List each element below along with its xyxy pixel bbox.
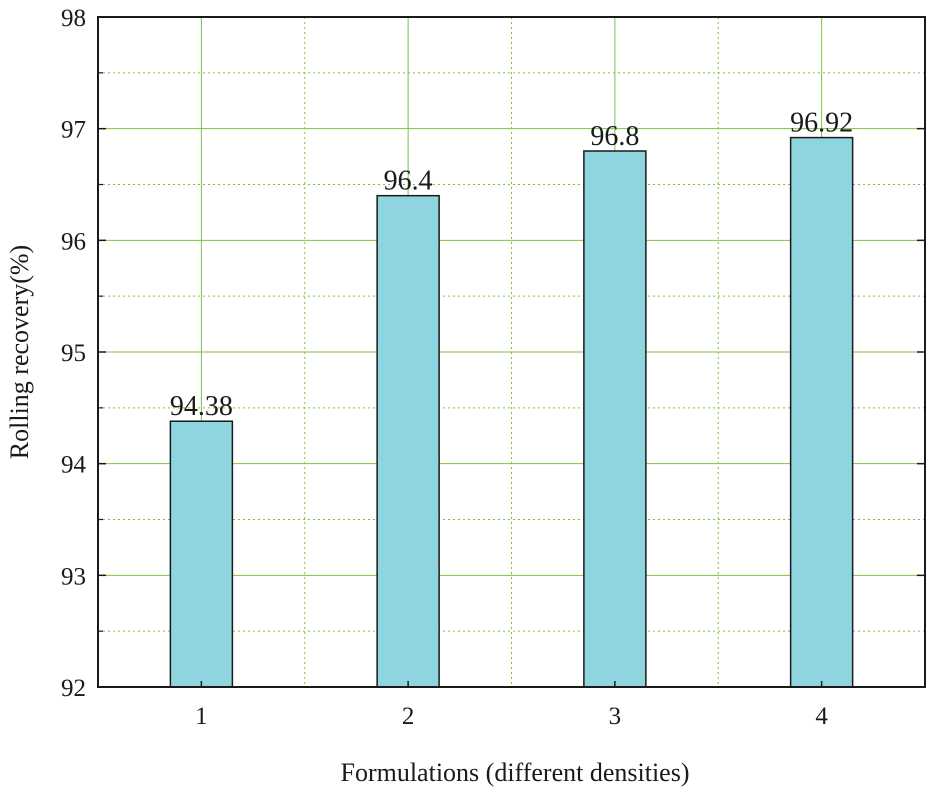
x-tick-label: 1 <box>195 703 208 730</box>
data-label: 96.92 <box>790 108 853 139</box>
plot-frame <box>97 16 926 688</box>
bar-formulation-2 <box>376 194 440 688</box>
y-tick-label: 93 <box>61 563 86 590</box>
x-tick-label: 3 <box>609 703 622 730</box>
x-tick-label: 4 <box>815 703 828 730</box>
y-tick-label: 96 <box>61 228 86 255</box>
x-tick-label: 2 <box>402 703 415 730</box>
bar-formulation-1 <box>169 420 234 688</box>
data-label: 96.8 <box>590 121 639 152</box>
bar-formulation-3 <box>583 150 647 688</box>
bars <box>169 136 854 688</box>
data-label: 94.38 <box>170 391 233 422</box>
y-tick-label: 98 <box>61 5 86 32</box>
y-axis-title: Rolling recovery(%) <box>5 245 34 459</box>
x-axis-title: Formulations (different densities) <box>340 758 689 787</box>
y-tick-label: 95 <box>61 340 86 367</box>
axes: 1 2 3 4 92 93 94 95 96 97 98 <box>61 5 926 730</box>
y-tick-label: 92 <box>61 675 86 702</box>
bar-formulation-4 <box>789 136 854 688</box>
data-label: 96.4 <box>384 166 433 197</box>
y-tick-label: 94 <box>61 452 87 479</box>
data-labels: 94.38 96.4 96.8 96.92 <box>170 108 853 423</box>
y-tick-label: 97 <box>61 117 86 144</box>
